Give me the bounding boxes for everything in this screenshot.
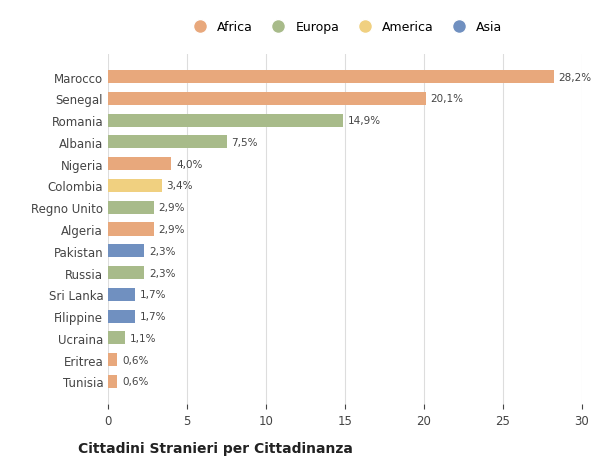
Bar xyxy=(108,179,162,193)
Bar xyxy=(108,288,135,301)
Text: 2,3%: 2,3% xyxy=(149,246,176,256)
Text: 4,0%: 4,0% xyxy=(176,159,202,169)
Text: 20,1%: 20,1% xyxy=(430,94,463,104)
Bar xyxy=(108,158,171,171)
Text: 2,9%: 2,9% xyxy=(158,203,185,213)
Bar xyxy=(108,331,125,345)
Bar xyxy=(108,223,154,236)
Text: 3,4%: 3,4% xyxy=(166,181,193,191)
Bar xyxy=(108,93,425,106)
Text: 2,9%: 2,9% xyxy=(158,224,185,235)
Text: 1,7%: 1,7% xyxy=(140,290,166,300)
Bar xyxy=(108,136,227,149)
Bar xyxy=(108,353,118,366)
Bar xyxy=(108,245,145,258)
Text: 1,1%: 1,1% xyxy=(130,333,157,343)
Text: 0,6%: 0,6% xyxy=(122,376,149,386)
Text: Cittadini Stranieri per Cittadinanza: Cittadini Stranieri per Cittadinanza xyxy=(78,441,353,454)
Legend: Africa, Europa, America, Asia: Africa, Europa, America, Asia xyxy=(182,16,508,39)
Text: 28,2%: 28,2% xyxy=(558,73,592,83)
Bar xyxy=(108,375,118,388)
Bar xyxy=(108,266,145,280)
Text: 1,7%: 1,7% xyxy=(140,311,166,321)
Text: 2,3%: 2,3% xyxy=(149,268,176,278)
Text: 0,6%: 0,6% xyxy=(122,355,149,365)
Text: 7,5%: 7,5% xyxy=(231,138,258,148)
Bar xyxy=(108,114,343,128)
Bar xyxy=(108,310,135,323)
Bar xyxy=(108,71,554,84)
Text: 14,9%: 14,9% xyxy=(348,116,381,126)
Bar xyxy=(108,201,154,214)
